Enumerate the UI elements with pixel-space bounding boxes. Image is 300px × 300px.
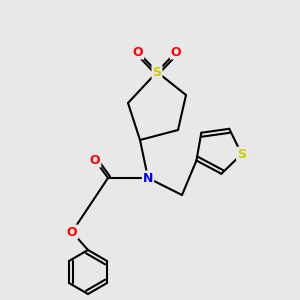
- Text: O: O: [67, 226, 77, 238]
- Text: O: O: [133, 46, 143, 59]
- Text: O: O: [171, 46, 181, 59]
- Text: O: O: [90, 154, 100, 166]
- Text: S: S: [152, 65, 161, 79]
- Text: N: N: [143, 172, 153, 184]
- Text: S: S: [237, 148, 246, 161]
